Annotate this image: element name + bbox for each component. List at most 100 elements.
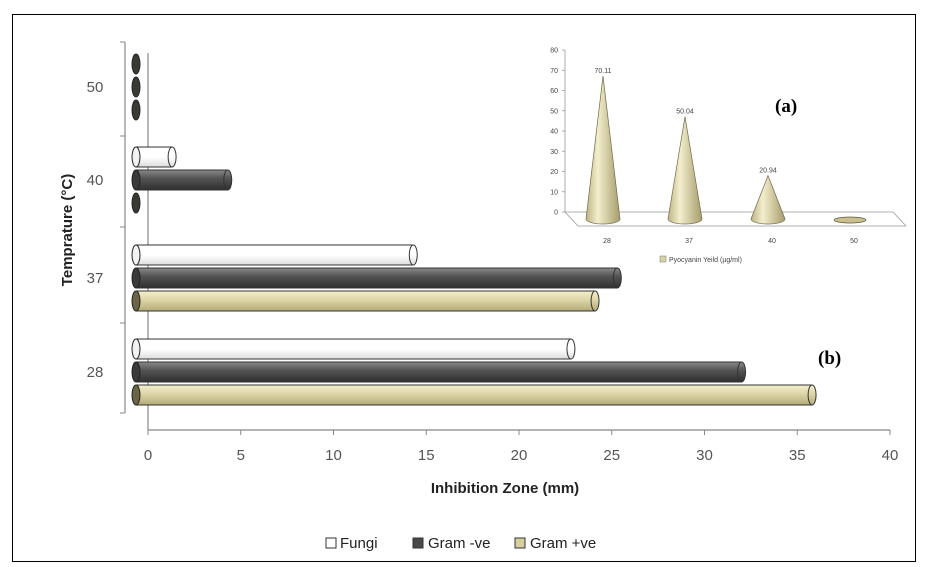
inset-x-tick-label: 28 [603, 238, 611, 245]
x-axis-title: Inhibition Zone (mm) [431, 480, 579, 497]
bar-body [135, 244, 414, 266]
bar-base-cap [131, 290, 141, 312]
bar-base-cap [131, 76, 141, 98]
bar-gram-ve-37 [131, 290, 600, 312]
inset-y-tick-label: 0 [554, 210, 558, 217]
x-tick-label: 15 [418, 447, 435, 464]
x-tick-label: 0 [144, 447, 152, 464]
inset-data-label: 50.04 [676, 109, 694, 116]
bar-gram-ve-50 [131, 99, 141, 121]
y-category-labels: 28 37 40 50 [87, 79, 104, 381]
panel-label-a: (a) [775, 96, 797, 117]
legend-label-gram-pos: Gram +ve [530, 535, 596, 552]
bar-end-cap [223, 169, 233, 191]
y-axis-ticks [120, 41, 125, 414]
bar-end-cap [167, 146, 177, 168]
x-tick-label: 10 [325, 447, 342, 464]
x-tick-label: 20 [511, 447, 528, 464]
cone-shape [585, 75, 621, 225]
legend-label-fungi: Fungi [340, 535, 378, 552]
y-category-label: 40 [87, 172, 104, 189]
inset-y-tick-label: 60 [550, 88, 558, 95]
main-bars [131, 53, 817, 406]
bar-base-cap [131, 244, 141, 266]
bar-body [135, 361, 743, 383]
bar-fungi-37 [131, 244, 418, 266]
x-ticks: 0 5 10 15 20 25 30 35 40 [144, 430, 899, 464]
inset-data-label: 70.11 [595, 68, 612, 75]
bar-base-cap [131, 192, 141, 214]
bar-body [135, 384, 813, 406]
bar-body [135, 338, 572, 360]
bar-base-cap [131, 169, 141, 191]
bar-base-cap [131, 267, 141, 289]
inset-x-ticks: 28 37 40 50 [603, 238, 858, 245]
bar-body [135, 290, 596, 312]
x-tick-label: 30 [696, 447, 713, 464]
x-tick-label: 35 [789, 447, 806, 464]
cone-shape [667, 116, 703, 225]
inset-y-tick-label: 50 [550, 108, 558, 115]
legend-swatch-gram-neg [412, 537, 424, 549]
legend-label-gram-neg: Gram -ve [428, 535, 491, 552]
y-category-label: 28 [87, 364, 104, 381]
bar-gram-ve-28 [131, 361, 747, 383]
y-axis-title: Temprature (°C) [59, 174, 76, 286]
inset-data-label: 20.94 [759, 168, 777, 175]
bar-fungi-28 [131, 338, 576, 360]
bar-fungi-50 [131, 53, 141, 75]
bar-base-cap [131, 361, 141, 383]
bar-end-cap [566, 338, 576, 360]
x-tick-label: 25 [603, 447, 620, 464]
y-category-label: 50 [87, 79, 104, 96]
bar-base-cap [131, 53, 141, 75]
bar-body [135, 267, 618, 289]
bar-gram-ve-28 [131, 384, 817, 406]
bar-base-cap [131, 146, 141, 168]
bar-end-cap [612, 267, 622, 289]
bar-fungi-40 [131, 146, 177, 168]
legend: Fungi Gram -ve Gram +ve [325, 535, 596, 552]
inset-x-tick-label: 50 [850, 238, 858, 245]
inset-y-tick-label: 20 [550, 169, 558, 176]
bar-body [135, 146, 173, 168]
inset-x-tick-label: 40 [768, 238, 776, 245]
inset-cones: 70.11 50.04 20.94 [585, 68, 867, 225]
bar-end-cap [408, 244, 418, 266]
x-tick-label: 5 [237, 447, 245, 464]
cone-shape [750, 174, 786, 225]
inset-cone-37: 50.04 [667, 109, 703, 225]
inset-floor-right [892, 211, 907, 227]
bar-base-cap [131, 384, 141, 406]
bar-base-cap [131, 338, 141, 360]
legend-swatch-gram-pos [514, 537, 526, 549]
bar-gram-ve-37 [131, 267, 622, 289]
inset-x-tick-label: 37 [685, 238, 693, 245]
bar-end-cap [590, 290, 600, 312]
inset-legend-label: Pyocyanin Yeild (µg/ml) [669, 257, 742, 264]
inset-y-tick-label: 80 [550, 48, 558, 55]
inset-y-tick-label: 40 [550, 129, 558, 136]
bar-gram-ve-50 [131, 76, 141, 98]
cone-flat [833, 216, 867, 224]
inset-y-ticks: 0 10 20 30 40 50 60 70 80 [550, 48, 565, 217]
inset-cone-28: 70.11 [585, 68, 621, 225]
bar-end-cap [737, 361, 747, 383]
figure-frame [12, 14, 916, 562]
panel-label-b: (b) [818, 348, 841, 369]
bar-base-cap [131, 99, 141, 121]
inset-y-tick-label: 30 [550, 149, 558, 156]
bar-end-cap [807, 384, 817, 406]
inset-y-tick-label: 70 [550, 68, 558, 75]
bar-gram-ve-40 [131, 192, 141, 214]
bar-body [135, 169, 229, 191]
inset-cone-40: 20.94 [750, 168, 786, 225]
inset-legend-swatch [659, 255, 667, 263]
bar-gram-ve-40 [131, 169, 233, 191]
inset-y-tick-label: 10 [550, 189, 558, 196]
legend-swatch-fungi [325, 537, 337, 549]
inset-chart: 0 10 20 30 40 50 60 70 80 70.11 50.04 20.94 28 37 40… [550, 48, 907, 264]
x-tick-label: 40 [882, 447, 899, 464]
y-category-label: 37 [87, 270, 104, 287]
